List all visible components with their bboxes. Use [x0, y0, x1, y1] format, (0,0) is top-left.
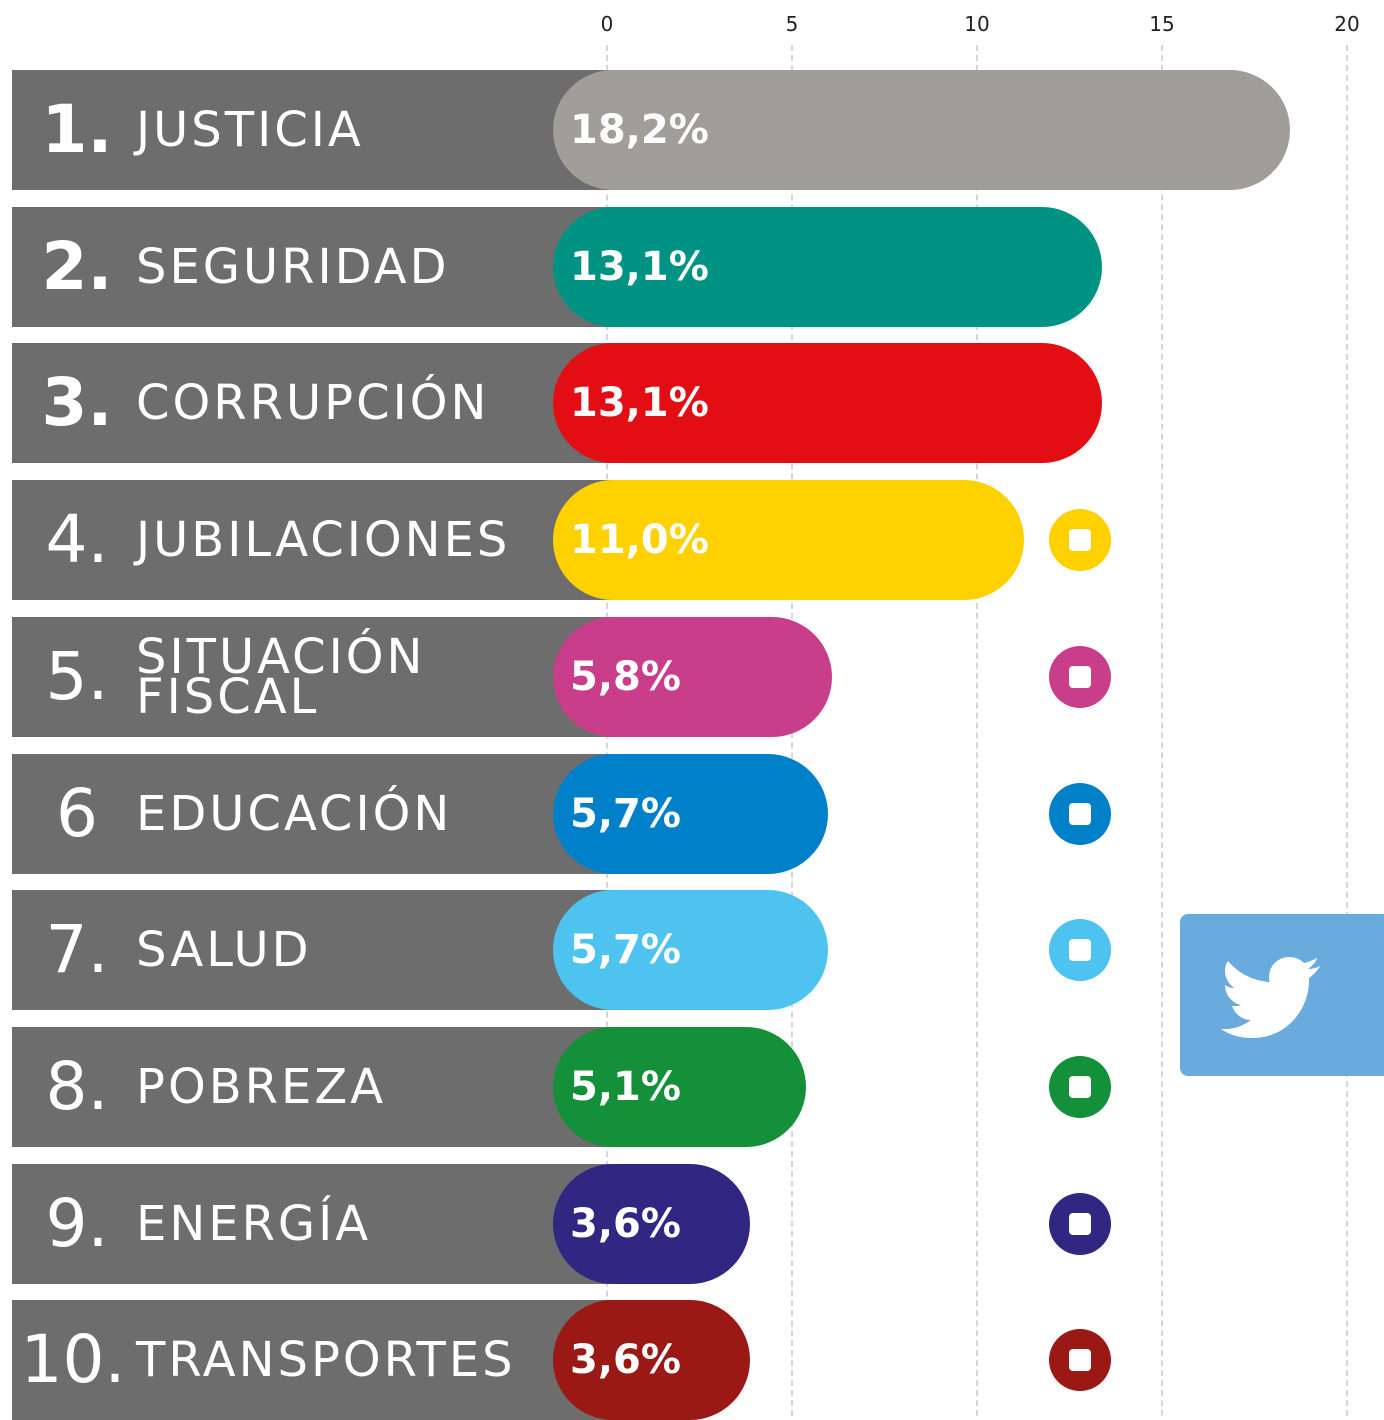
- rank: 6: [56, 774, 98, 852]
- label-panel: [12, 753, 627, 874]
- x-tick-label: 5: [785, 12, 799, 36]
- label-panel: [12, 1163, 627, 1284]
- category-icon: [1049, 919, 1111, 982]
- label-panel: [12, 70, 627, 190]
- value-label: 3,6%: [570, 1200, 681, 1247]
- category-icon: [1049, 645, 1111, 708]
- category-label: ENERGÍA: [136, 1195, 372, 1252]
- rank: 10.: [20, 1321, 126, 1399]
- bar: [553, 1300, 751, 1420]
- value-label: 5,8%: [570, 653, 681, 700]
- twitter-button[interactable]: [1180, 914, 1384, 1076]
- value-label: 5,7%: [570, 927, 681, 974]
- x-tick-label: 0: [600, 12, 614, 36]
- category-label: POBREZA: [136, 1058, 387, 1115]
- value-label: 3,6%: [570, 1337, 681, 1384]
- twitter-icon: [1221, 957, 1320, 1038]
- grid-line: [1161, 45, 1163, 1416]
- value-label: 5,1%: [570, 1063, 681, 1110]
- bar: [553, 890, 828, 1011]
- bar: [553, 616, 832, 737]
- rank: 2.: [41, 227, 113, 305]
- category-label: JUSTICIA: [136, 102, 364, 158]
- label-panel: [12, 343, 627, 464]
- bar: [553, 70, 1291, 190]
- value-label: 13,1%: [570, 243, 709, 290]
- label-panel: [12, 616, 627, 737]
- category-icon: [1049, 1055, 1111, 1118]
- rank: 4.: [45, 501, 109, 579]
- category-label: JUBILACIONES: [136, 512, 511, 569]
- category-label: EDUCACIÓN: [136, 785, 453, 842]
- bar: [553, 1163, 751, 1284]
- rank: 3.: [41, 364, 113, 442]
- category-label: SEGURIDAD: [136, 238, 450, 295]
- x-tick-label: 15: [1149, 12, 1175, 36]
- grid-line: [976, 45, 978, 1416]
- category-label: SITUACIÓN FISCAL: [136, 628, 426, 725]
- value-label: 18,2%: [570, 107, 709, 153]
- label-panel: [12, 1026, 627, 1147]
- category-label: CORRUPCIÓN: [136, 375, 490, 432]
- category-icon: [1049, 509, 1111, 572]
- bar: [553, 1026, 806, 1147]
- bar: [553, 480, 1024, 601]
- label-panel: [12, 480, 627, 601]
- category-label: TRANSPORTES: [136, 1332, 516, 1389]
- value-label: 11,0%: [570, 517, 709, 564]
- label-panel: [12, 890, 627, 1011]
- rank: 7.: [45, 911, 109, 989]
- category-icon: [1049, 1329, 1111, 1392]
- value-label: 13,1%: [570, 380, 709, 427]
- bar: [553, 206, 1102, 327]
- rank: 9.: [45, 1184, 109, 1262]
- grid-line: [1346, 45, 1348, 1416]
- label-panel: [12, 206, 627, 327]
- value-label: 5,7%: [570, 790, 681, 837]
- rank: 1.: [41, 91, 113, 168]
- label-panel: [12, 1300, 627, 1420]
- category-icon: [1049, 1192, 1111, 1255]
- x-tick-label: 10: [964, 12, 990, 36]
- category-label: SALUD: [136, 922, 312, 979]
- bar: [553, 343, 1102, 464]
- category-icon: [1049, 782, 1111, 845]
- x-tick-label: 20: [1334, 12, 1360, 36]
- bar: [553, 753, 828, 874]
- rank: 8.: [45, 1047, 109, 1125]
- rank: 5.: [45, 637, 109, 715]
